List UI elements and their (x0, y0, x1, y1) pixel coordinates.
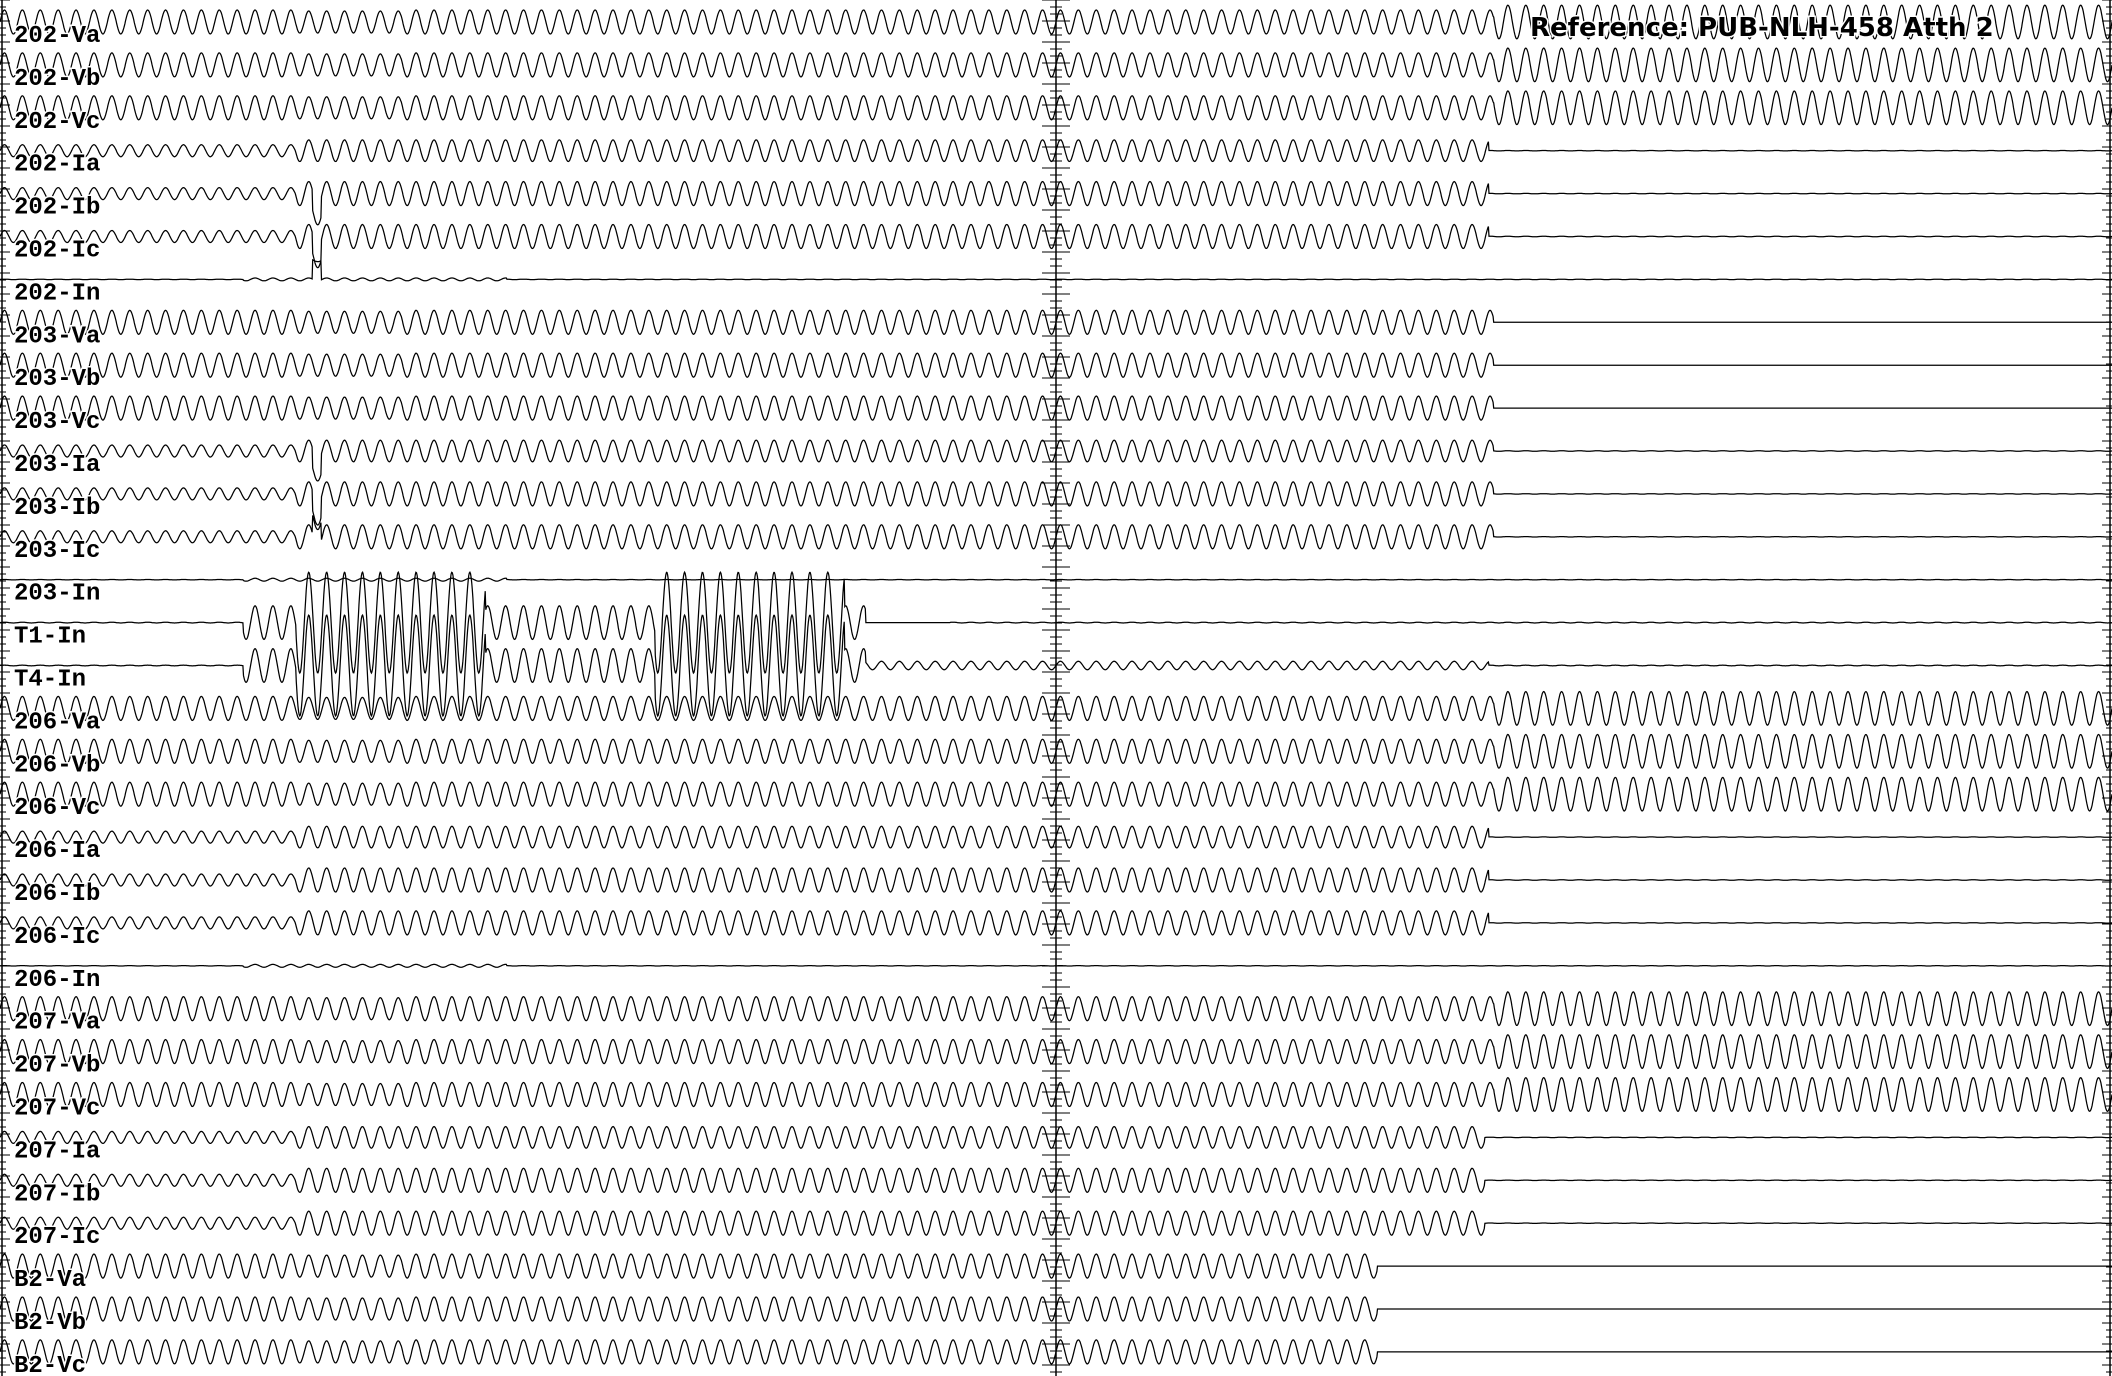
channel-label-207-ia: 207-Ia (14, 1138, 100, 1165)
channel-label-207-vb: 207-Vb (14, 1053, 100, 1080)
channel-label-t1-in: T1-In (14, 624, 86, 651)
channel-label-group: 202-Va 202-Vb 202-Vc 202-Ia 202-Ib 202-Ic 202-… (13, 22, 102, 1376)
channel-label-203-va: 203-Va (14, 323, 100, 350)
channel-label-203-vb: 203-Vb (14, 366, 100, 393)
channel-label-b2-va: B2-Va (14, 1267, 86, 1294)
channel-label-202-ia: 202-Ia (14, 152, 100, 179)
channel-label-206-in: 206-In (14, 967, 100, 994)
channel-label-207-vc: 207-Vc (14, 1096, 100, 1123)
channel-label-b2-vb: B2-Vb (14, 1310, 86, 1337)
channel-label-206-ic: 206-Ic (14, 924, 100, 951)
channel-label-202-ib: 202-Ib (14, 195, 100, 222)
channel-label-203-ic: 203-Ic (14, 538, 100, 565)
channel-label-202-vc: 202-Vc (14, 109, 100, 136)
channel-label-t4-in: T4-In (14, 667, 86, 694)
channel-label-202-va: 202-Va (14, 23, 100, 50)
channel-label-202-ic: 202-Ic (14, 238, 100, 265)
channel-label-203-vc: 203-Vc (14, 409, 100, 436)
channel-label-206-ia: 206-Ia (14, 838, 100, 865)
channel-label-203-in: 203-In (14, 581, 100, 608)
channel-label-206-ib: 206-Ib (14, 881, 100, 908)
channel-label-207-ib: 207-Ib (14, 1181, 100, 1208)
channel-label-207-va: 207-Va (14, 1010, 100, 1037)
channel-label-203-ia: 203-Ia (14, 452, 100, 479)
reference-label: Reference: PUB-NLH-458 Atth 2 (1530, 13, 1994, 43)
channel-label-b2-vc: B2-Vc (14, 1353, 86, 1376)
channel-label-206-va: 206-Va (14, 709, 100, 736)
channel-label-206-vb: 206-Vb (14, 752, 100, 779)
channel-label-202-vb: 202-Vb (14, 66, 100, 93)
channel-label-206-vc: 206-Vc (14, 795, 100, 822)
channel-label-203-ib: 203-Ib (14, 495, 100, 522)
channel-label-202-in: 202-In (14, 280, 100, 307)
channel-label-207-ic: 207-Ic (14, 1224, 100, 1251)
